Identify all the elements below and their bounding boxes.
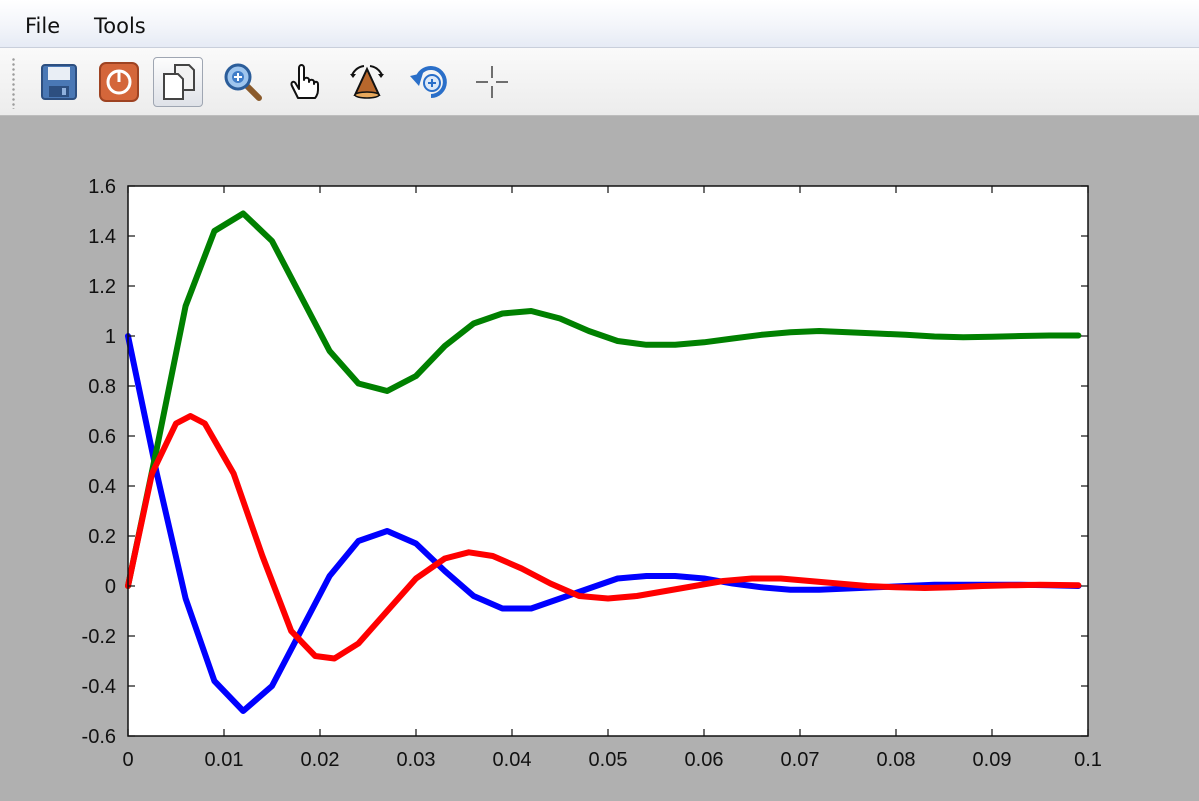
undo-zoom-icon <box>410 66 447 98</box>
power-button[interactable] <box>94 57 144 107</box>
rotate-3d-icon <box>350 65 384 99</box>
y-tick-label: 1 <box>105 326 116 348</box>
pan-button[interactable] <box>278 57 328 107</box>
figure-canvas[interactable]: 0 0.01 0.02 0.03 0.04 0.05 0.06 0.07 0.08 0.09 0.1… <box>0 116 1199 801</box>
y-tick-label: -0.6 <box>82 726 116 748</box>
copy-icon <box>163 64 195 100</box>
datatip-button[interactable] <box>467 57 517 107</box>
series-line-3 <box>125 413 1082 662</box>
x-tick-label: 0 <box>122 749 133 771</box>
y-tick-label: 1.2 <box>88 276 116 298</box>
x-tick-label: 0.03 <box>397 749 436 771</box>
y-tick-label: 0.4 <box>88 476 116 498</box>
y-tick-label: 0.6 <box>88 426 116 448</box>
menu-bar: File Tools <box>0 0 1199 48</box>
series-line-2 <box>125 210 1082 589</box>
y-tick-label: 0.8 <box>88 376 116 398</box>
x-tick-label: 0.04 <box>493 749 532 771</box>
x-tick-label: 0.1 <box>1074 749 1102 771</box>
save-icon <box>41 64 77 100</box>
plot-background <box>128 186 1088 736</box>
zoom-button[interactable] <box>218 57 268 107</box>
x-tick-label: 0.09 <box>973 749 1012 771</box>
menu-file[interactable]: File <box>25 14 61 38</box>
y-tick-label: 1.6 <box>88 176 116 198</box>
x-tick-label: 0.02 <box>301 749 340 771</box>
y-tick-label: 1.4 <box>88 226 116 248</box>
power-icon <box>99 62 139 102</box>
y-tick-label: -0.2 <box>82 626 116 648</box>
toolbar <box>0 48 1199 116</box>
zoom-icon <box>224 63 262 101</box>
pan-hand-icon <box>290 64 319 99</box>
x-tick-label: 0.01 <box>205 749 244 771</box>
menu-tools[interactable]: Tools <box>94 14 146 38</box>
datatip-crosshair-icon <box>476 66 508 98</box>
copy-button[interactable] <box>153 57 203 107</box>
toolbar-grip[interactable] <box>11 57 16 109</box>
y-tick-label: 0.2 <box>88 526 116 548</box>
y-tick-label: 0 <box>105 576 116 598</box>
x-tick-label: 0.08 <box>877 749 916 771</box>
undo-zoom-button[interactable] <box>404 57 454 107</box>
x-tick-label: 0.05 <box>589 749 628 771</box>
y-tick-label: -0.4 <box>82 676 116 698</box>
x-tick-label: 0.06 <box>685 749 724 771</box>
save-button[interactable] <box>34 57 84 107</box>
line-chart[interactable]: 0 0.01 0.02 0.03 0.04 0.05 0.06 0.07 0.08 0.09 0.1… <box>0 116 1199 801</box>
rotate-3d-button[interactable] <box>342 57 392 107</box>
x-tick-label: 0.07 <box>781 749 820 771</box>
